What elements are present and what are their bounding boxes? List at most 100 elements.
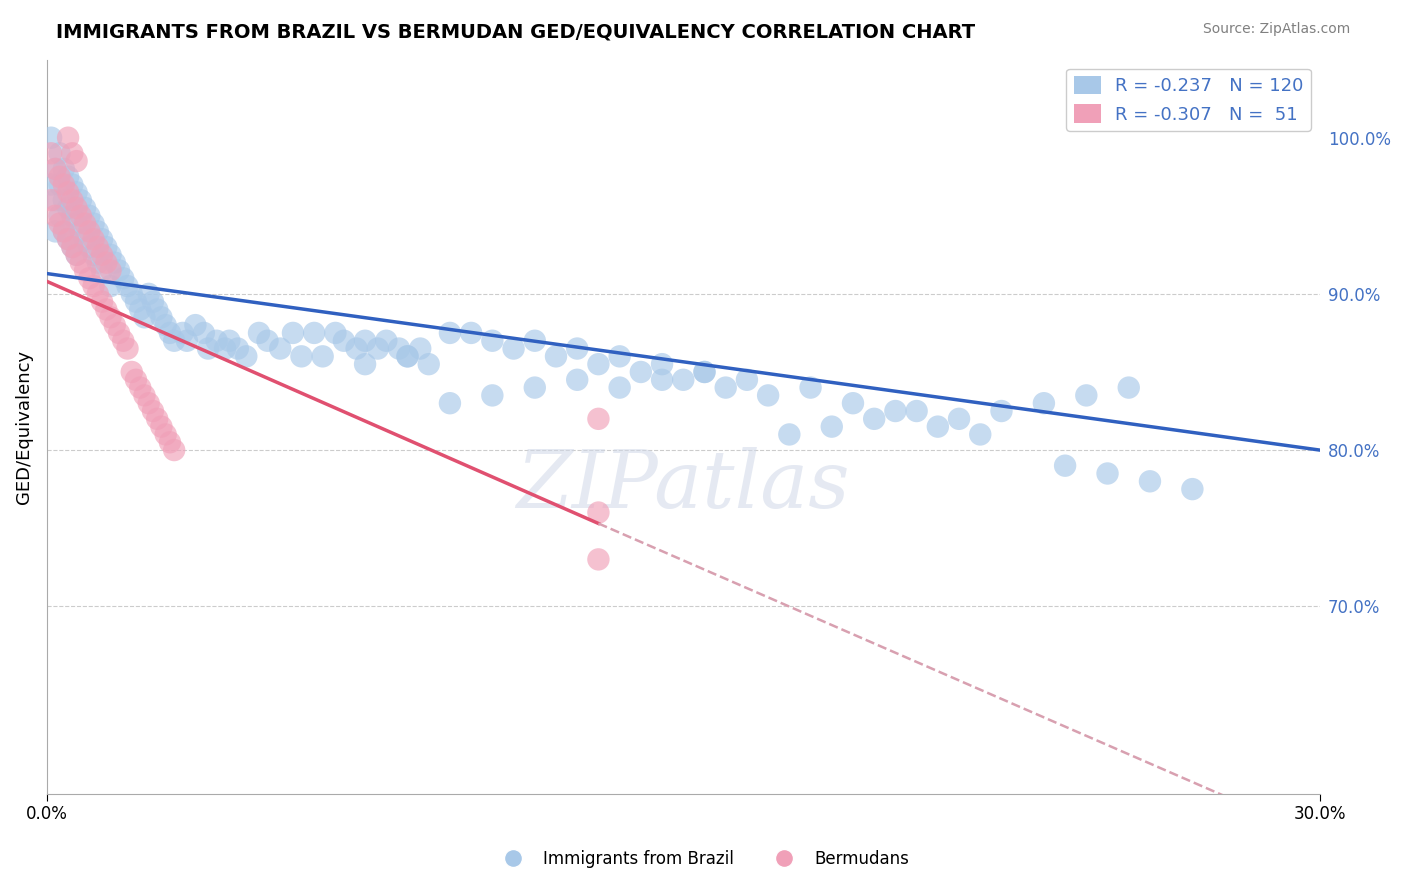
Point xyxy=(927,419,949,434)
Point xyxy=(778,427,800,442)
Point xyxy=(79,209,101,223)
Point xyxy=(197,342,219,356)
Point xyxy=(567,342,589,356)
Point xyxy=(56,201,79,215)
Point xyxy=(100,263,122,277)
Point xyxy=(52,193,75,207)
Point xyxy=(142,294,165,309)
Point xyxy=(75,217,97,231)
Point xyxy=(269,342,291,356)
Point xyxy=(302,326,325,340)
Point xyxy=(523,381,546,395)
Point xyxy=(121,286,143,301)
Point xyxy=(134,388,156,402)
Point xyxy=(176,334,198,348)
Point xyxy=(1097,467,1119,481)
Point xyxy=(609,381,631,395)
Point xyxy=(396,349,419,363)
Point xyxy=(969,427,991,442)
Point xyxy=(375,334,398,348)
Point xyxy=(460,326,482,340)
Point xyxy=(125,373,148,387)
Point xyxy=(117,342,139,356)
Point xyxy=(83,279,105,293)
Point xyxy=(91,232,114,246)
Point xyxy=(79,224,101,238)
Point xyxy=(69,224,91,238)
Point xyxy=(821,419,844,434)
Point xyxy=(226,342,249,356)
Point xyxy=(311,349,333,363)
Point xyxy=(69,255,91,269)
Point xyxy=(60,178,83,192)
Point xyxy=(193,326,215,340)
Point xyxy=(396,349,419,363)
Point xyxy=(1118,381,1140,395)
Point xyxy=(481,388,503,402)
Point xyxy=(79,271,101,285)
Point xyxy=(138,396,160,410)
Point xyxy=(735,373,758,387)
Point xyxy=(247,326,270,340)
Point xyxy=(842,396,865,410)
Point xyxy=(333,334,356,348)
Point xyxy=(44,161,66,176)
Point xyxy=(651,373,673,387)
Point xyxy=(523,334,546,348)
Point xyxy=(290,349,312,363)
Text: ZIPatlas: ZIPatlas xyxy=(516,447,851,524)
Point xyxy=(325,326,347,340)
Point xyxy=(121,365,143,379)
Point xyxy=(588,552,610,566)
Point xyxy=(388,342,411,356)
Point xyxy=(155,318,177,332)
Point xyxy=(96,302,118,317)
Point xyxy=(205,334,228,348)
Point xyxy=(672,373,695,387)
Point xyxy=(150,419,173,434)
Point xyxy=(96,255,118,269)
Point xyxy=(159,326,181,340)
Point xyxy=(439,326,461,340)
Point xyxy=(104,318,127,332)
Point xyxy=(44,224,66,238)
Point xyxy=(60,209,83,223)
Legend: Immigrants from Brazil, Bermudans: Immigrants from Brazil, Bermudans xyxy=(491,844,915,875)
Point xyxy=(150,310,173,325)
Point xyxy=(588,506,610,520)
Point xyxy=(104,255,127,269)
Point xyxy=(52,224,75,238)
Point xyxy=(354,334,377,348)
Point xyxy=(91,294,114,309)
Point xyxy=(91,248,114,262)
Point xyxy=(863,412,886,426)
Point xyxy=(39,130,62,145)
Point xyxy=(714,381,737,395)
Point xyxy=(799,381,821,395)
Point xyxy=(56,130,79,145)
Point xyxy=(75,263,97,277)
Point xyxy=(693,365,716,379)
Point xyxy=(146,412,169,426)
Point xyxy=(609,349,631,363)
Point xyxy=(588,357,610,371)
Point xyxy=(48,169,70,184)
Point xyxy=(44,209,66,223)
Text: IMMIGRANTS FROM BRAZIL VS BERMUDAN GED/EQUIVALENCY CORRELATION CHART: IMMIGRANTS FROM BRAZIL VS BERMUDAN GED/E… xyxy=(56,22,976,41)
Point xyxy=(439,396,461,410)
Point xyxy=(60,240,83,254)
Point xyxy=(693,365,716,379)
Point xyxy=(117,279,139,293)
Point xyxy=(91,263,114,277)
Y-axis label: GED/Equivalency: GED/Equivalency xyxy=(15,350,32,504)
Point xyxy=(48,178,70,192)
Point xyxy=(172,326,194,340)
Point xyxy=(129,381,152,395)
Point xyxy=(83,232,105,246)
Point xyxy=(630,365,652,379)
Point xyxy=(588,412,610,426)
Point xyxy=(884,404,907,418)
Point xyxy=(39,178,62,192)
Point xyxy=(481,334,503,348)
Point xyxy=(567,373,589,387)
